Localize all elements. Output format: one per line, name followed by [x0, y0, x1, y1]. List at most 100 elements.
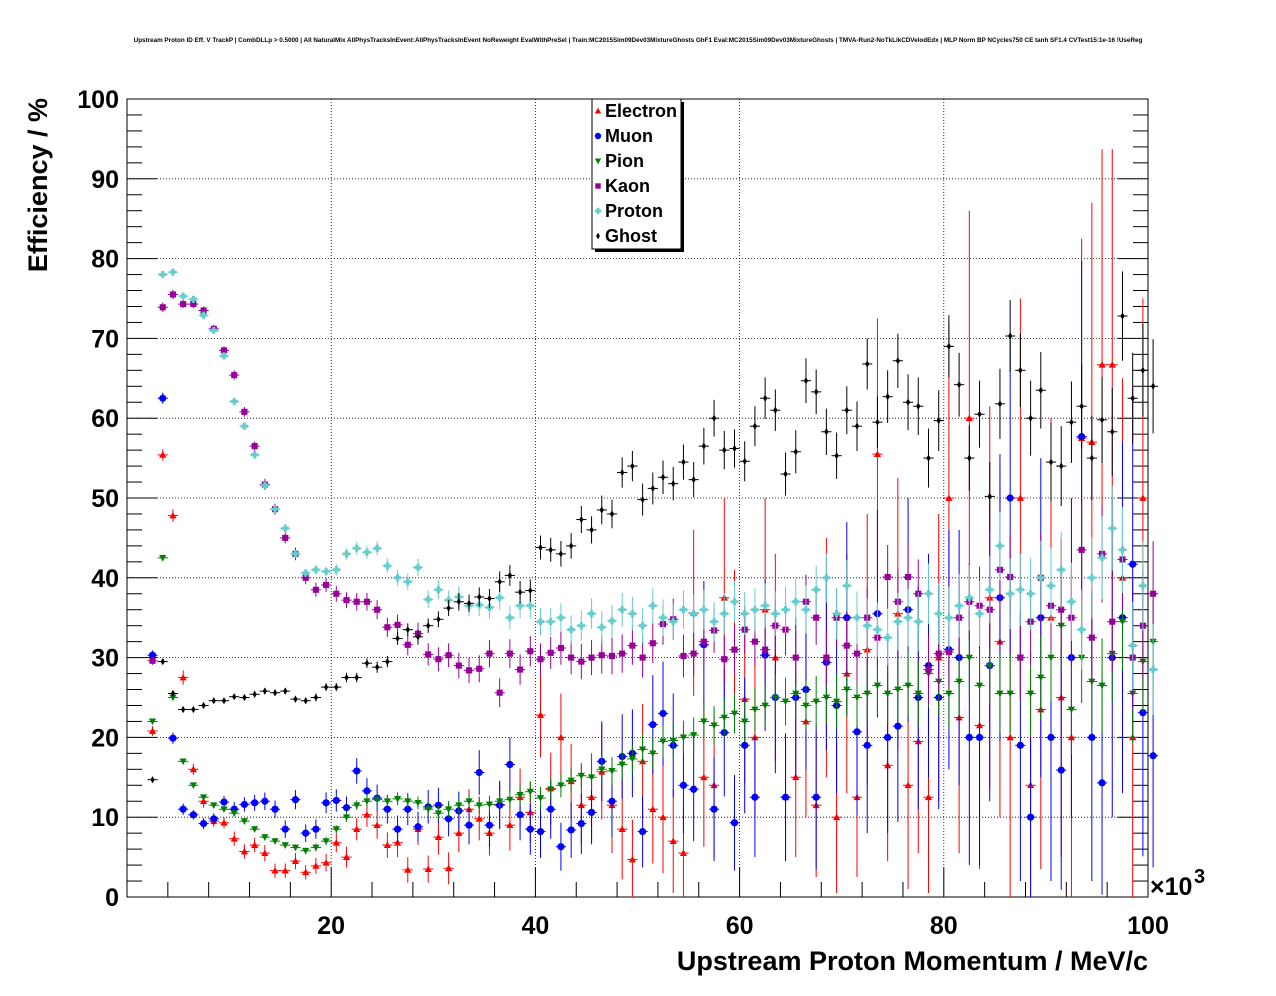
data-point [688, 594, 699, 633]
marker-diamond [1018, 366, 1023, 374]
data-point [280, 532, 291, 544]
data-point [862, 664, 873, 723]
marker-triangle-up [251, 841, 259, 849]
marker-cross [975, 610, 984, 618]
data-point [188, 705, 199, 714]
marker-diamond [507, 571, 513, 580]
marker-circle [1016, 741, 1024, 749]
data-point [1025, 652, 1036, 736]
marker-cross [781, 606, 790, 614]
data-point [586, 780, 597, 845]
data-point [566, 615, 577, 645]
marker-cross [955, 602, 963, 610]
data-point [657, 725, 669, 758]
data-point [831, 588, 842, 640]
data-point [178, 758, 189, 765]
marker-circle [516, 811, 524, 819]
data-point [811, 565, 822, 614]
marker-triangle-down [965, 654, 973, 662]
marker-cross [649, 602, 657, 610]
marker-diamond [1069, 418, 1074, 426]
data-point [239, 422, 250, 430]
data-point [678, 590, 689, 629]
data-point [545, 608, 556, 636]
marker-square [721, 656, 728, 663]
data-point [760, 683, 771, 728]
marker-diamond [201, 701, 206, 710]
marker-diamond [936, 416, 941, 425]
data-point [535, 805, 546, 858]
marker-circle [710, 805, 718, 813]
data-point [964, 425, 975, 491]
data-point [555, 822, 567, 871]
marker-triangle-up [1108, 361, 1116, 368]
marker-cross [1016, 586, 1024, 594]
data-point [892, 592, 903, 651]
y-tick-label: 0 [105, 884, 119, 912]
marker-cross [516, 602, 524, 610]
marker-diamond [456, 598, 461, 606]
data-point [872, 396, 883, 448]
data-point [218, 352, 230, 360]
marker-diamond [640, 495, 645, 504]
marker-triangle-down [220, 806, 228, 813]
data-point [984, 462, 995, 531]
marker-cross [291, 550, 300, 558]
data-point [269, 689, 281, 697]
data-point [392, 792, 403, 806]
legend-label: Kaon [605, 176, 650, 196]
data-point [310, 857, 321, 874]
marker-circle [475, 768, 483, 777]
data-point [280, 524, 291, 533]
marker-cross [271, 505, 279, 513]
marker-triangle-up [271, 867, 279, 874]
marker-diamond [824, 428, 829, 436]
data-point [1005, 558, 1016, 629]
marker-cross [812, 586, 820, 594]
marker-diamond [834, 452, 839, 460]
marker-circle [485, 821, 494, 829]
marker-diamond [293, 695, 298, 703]
data-point [831, 432, 842, 479]
marker-circle [302, 829, 310, 837]
marker-triangle-up [302, 868, 310, 876]
data-point [729, 774, 740, 871]
marker-circle [281, 825, 289, 833]
marker-square [435, 656, 442, 663]
data-point [239, 817, 250, 825]
marker-triangle-up [594, 107, 602, 114]
data-point [739, 592, 750, 636]
data-point [800, 680, 812, 731]
marker-square [220, 347, 228, 354]
data-point [1025, 557, 1036, 630]
marker-cross [363, 548, 371, 556]
data-point [1025, 380, 1036, 456]
marker-circle [393, 825, 402, 833]
data-point [576, 762, 587, 789]
data-point [320, 853, 332, 872]
data-point [351, 800, 362, 811]
marker-diamond [875, 418, 880, 426]
marker-cross [312, 566, 320, 574]
marker-triangle-down [199, 794, 208, 801]
data-point [1107, 387, 1118, 476]
marker-diamond [160, 657, 165, 666]
data-point [902, 374, 914, 431]
marker-diamond [242, 693, 247, 702]
marker-square [333, 590, 340, 597]
marker-triangle-up [383, 841, 391, 849]
data-point [300, 824, 311, 842]
data-point [259, 481, 270, 489]
marker-triangle-up [965, 414, 973, 422]
data-point [259, 833, 270, 841]
data-point [790, 578, 801, 625]
marker-circle [1047, 733, 1055, 742]
data-point [218, 697, 230, 705]
marker-circle [1088, 733, 1096, 742]
data-point [218, 817, 230, 829]
data-point [1107, 486, 1118, 571]
data-point [821, 408, 832, 455]
marker-diamond [446, 604, 451, 612]
data-point [525, 636, 536, 667]
marker-triangle-up [373, 821, 381, 829]
